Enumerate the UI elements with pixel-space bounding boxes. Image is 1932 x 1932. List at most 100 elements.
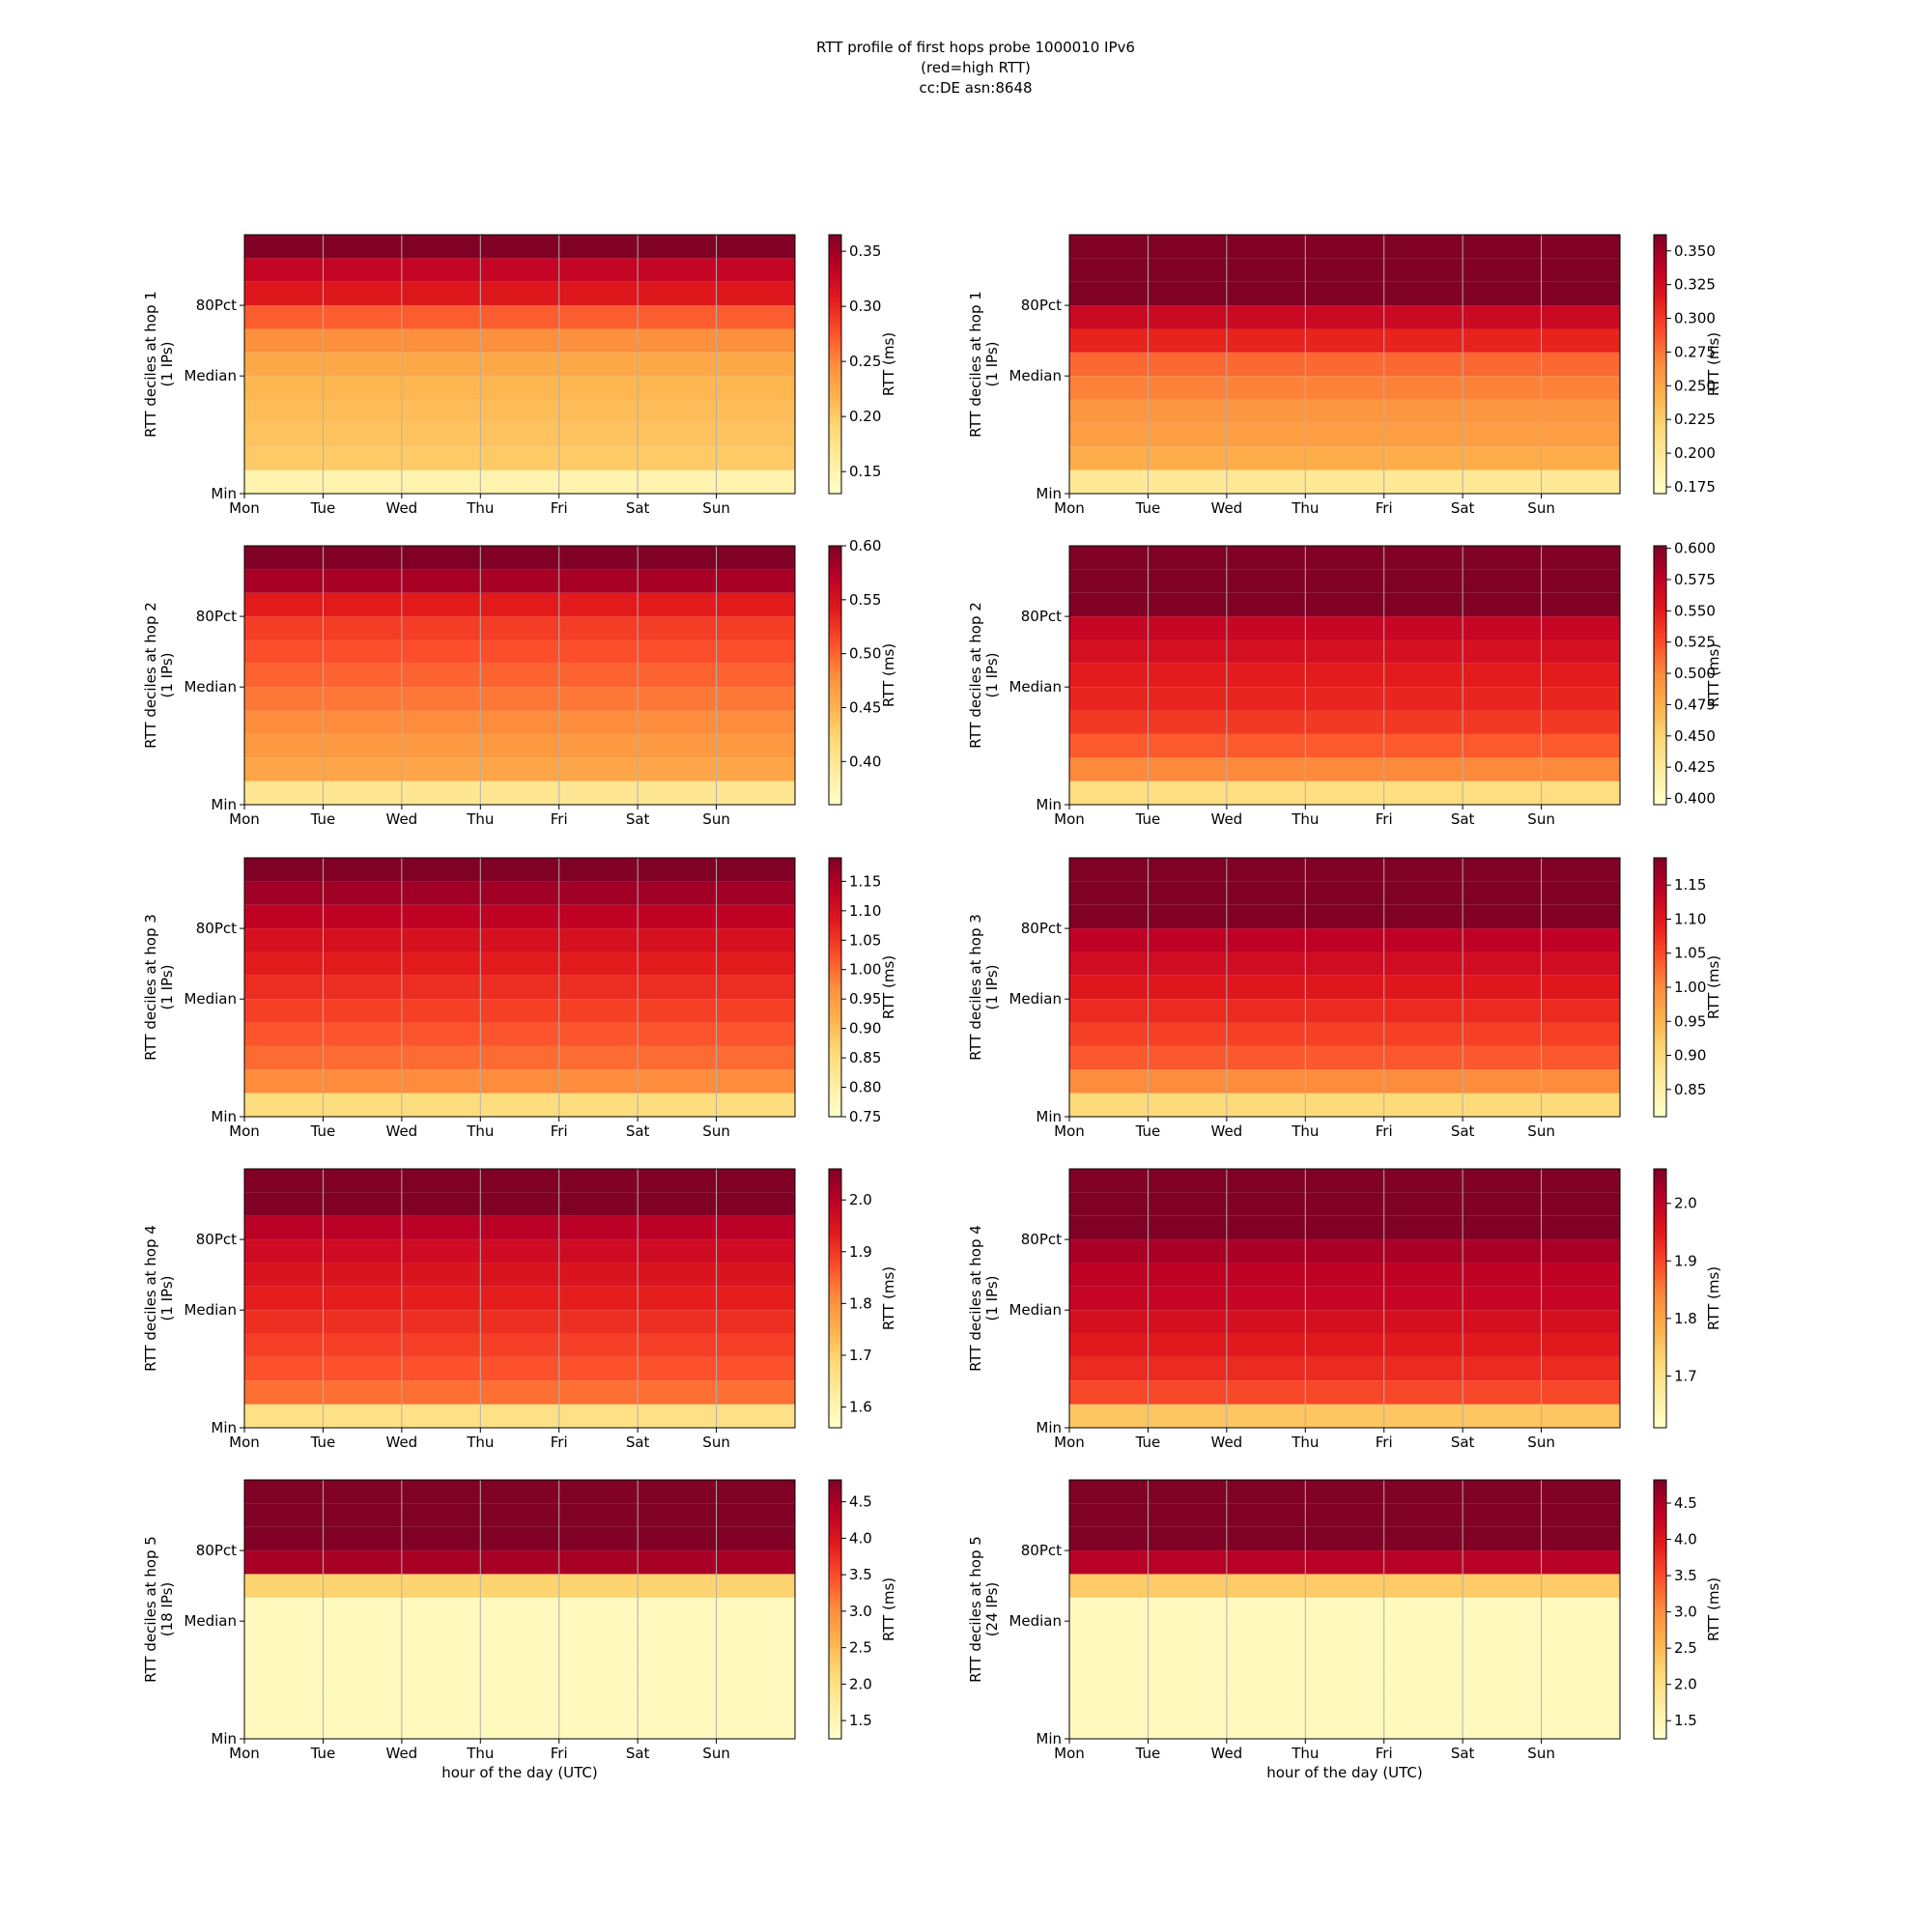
decile-cell bbox=[1069, 1069, 1620, 1094]
plot-frame bbox=[243, 1168, 796, 1429]
x-tick-label: Thu bbox=[466, 1745, 494, 1762]
x-tick-label: Wed bbox=[1211, 499, 1243, 517]
decile-cell bbox=[1069, 422, 1620, 447]
colorbar bbox=[1653, 545, 1667, 806]
colorbar-tick-label: 0.475 bbox=[1674, 696, 1716, 713]
x-tick-label: Thu bbox=[466, 1122, 494, 1140]
x-tick-label: Wed bbox=[386, 810, 418, 828]
y-tick-label: Min bbox=[1036, 1419, 1062, 1436]
colorbar-tick-label: 0.95 bbox=[849, 990, 881, 1008]
colorbar-label: RTT (ms) bbox=[1705, 643, 1722, 707]
x-tick-label: Sun bbox=[1527, 1434, 1555, 1451]
colorbar-tick-label: 0.300 bbox=[1674, 310, 1716, 327]
colorbar bbox=[1653, 1479, 1667, 1740]
colorbar-tick-label: 0.550 bbox=[1674, 602, 1716, 619]
colorbar-tick-label: 4.5 bbox=[1674, 1494, 1697, 1512]
decile-cell bbox=[1069, 1691, 1620, 1716]
x-axis-label: hour of the day (UTC) bbox=[441, 1764, 598, 1781]
decile-cell bbox=[244, 858, 795, 882]
y-tick-label: Min bbox=[1036, 485, 1062, 502]
colorbar-label: RTT (ms) bbox=[1705, 955, 1722, 1019]
y-tick-label: 80Pct bbox=[196, 920, 237, 937]
colorbar-label: RTT (ms) bbox=[1705, 1266, 1722, 1330]
decile-cell bbox=[244, 376, 795, 400]
decile-cell bbox=[244, 1263, 795, 1287]
decile-cell bbox=[1069, 1310, 1620, 1334]
decile-cell bbox=[1069, 1380, 1620, 1405]
colorbar bbox=[828, 857, 842, 1118]
colorbar-label: RTT (ms) bbox=[880, 643, 897, 707]
decile-cell bbox=[244, 1069, 795, 1094]
colorbar-tick-label: 0.575 bbox=[1674, 571, 1716, 588]
decile-cell bbox=[1069, 757, 1620, 781]
x-tick-label: Fri bbox=[1376, 499, 1393, 517]
colorbar-label: RTT (ms) bbox=[880, 332, 897, 396]
plot-frame bbox=[243, 545, 796, 806]
colorbar-tick-label: 1.10 bbox=[1674, 910, 1706, 927]
decile-cell bbox=[1069, 710, 1620, 734]
colorbar-tick-label: 0.45 bbox=[849, 699, 881, 717]
decile-cell bbox=[1069, 1621, 1620, 1645]
y-axis-label: (1 IPs) bbox=[983, 652, 1001, 697]
decile-cell bbox=[1069, 1286, 1620, 1311]
x-tick-label: Wed bbox=[386, 1122, 418, 1140]
colorbar-tick-label: 0.25 bbox=[849, 353, 881, 370]
decile-cell bbox=[1069, 258, 1620, 282]
y-axis-label: (1 IPs) bbox=[983, 1275, 1001, 1321]
title: RTT profile of first hops probe 1000010 … bbox=[816, 39, 1135, 56]
colorbar-tick-label: 2.0 bbox=[849, 1191, 872, 1208]
x-tick-label: Wed bbox=[1211, 1434, 1243, 1451]
colorbar-tick-label: 1.6 bbox=[849, 1399, 872, 1416]
decile-cell bbox=[1069, 1022, 1620, 1046]
x-tick-label: Sat bbox=[1451, 1122, 1475, 1140]
x-tick-label: Fri bbox=[1376, 1745, 1393, 1762]
decile-cell bbox=[1069, 352, 1620, 377]
x-tick-label: Tue bbox=[1135, 1745, 1161, 1762]
decile-cell bbox=[244, 1550, 795, 1575]
decile-cell bbox=[244, 1715, 795, 1739]
colorbar-tick-label: 0.400 bbox=[1674, 790, 1716, 808]
decile-cell bbox=[244, 1691, 795, 1716]
colorbar-tick-label: 3.5 bbox=[1674, 1567, 1697, 1584]
colorbar bbox=[828, 545, 842, 806]
plot-frame bbox=[243, 234, 796, 495]
y-tick-label: 80Pct bbox=[1021, 1231, 1062, 1248]
y-axis-label: RTT deciles at hop 5 bbox=[967, 1536, 984, 1683]
decile-cell bbox=[244, 881, 795, 905]
decile-cell bbox=[1069, 469, 1620, 494]
decile-cell bbox=[1069, 235, 1620, 259]
x-tick-label: Sun bbox=[702, 1122, 730, 1140]
x-tick-label: Fri bbox=[551, 810, 568, 828]
plot-frame bbox=[1068, 234, 1621, 495]
colorbar-tick-label: 0.600 bbox=[1674, 540, 1716, 557]
y-tick-label: Min bbox=[211, 1419, 237, 1436]
decile-cell bbox=[244, 1526, 795, 1551]
y-axis-label: RTT deciles at hop 3 bbox=[142, 914, 159, 1061]
x-tick-label: Mon bbox=[229, 810, 260, 828]
x-tick-label: Tue bbox=[310, 1122, 336, 1140]
y-tick-label: Median bbox=[1009, 367, 1062, 384]
y-axis-label: (1 IPs) bbox=[158, 1275, 176, 1321]
colorbar bbox=[828, 234, 842, 495]
colorbar-tick-label: 2.5 bbox=[1674, 1639, 1697, 1657]
decile-cell bbox=[1069, 305, 1620, 329]
y-tick-label: Median bbox=[184, 990, 237, 1008]
decile-cell bbox=[244, 663, 795, 688]
colorbar-tick-label: 1.8 bbox=[849, 1294, 872, 1312]
y-axis-label: RTT deciles at hop 2 bbox=[142, 602, 159, 749]
y-tick-label: Min bbox=[1036, 796, 1062, 813]
colorbar-tick-label: 1.15 bbox=[1674, 876, 1706, 894]
decile-cell bbox=[244, 1380, 795, 1405]
colorbar-tick-label: 1.8 bbox=[1674, 1310, 1697, 1327]
x-tick-label: Fri bbox=[1376, 1434, 1393, 1451]
x-tick-label: Sat bbox=[1451, 810, 1475, 828]
colorbar-tick-label: 0.55 bbox=[849, 591, 881, 609]
decile-cell bbox=[1069, 1045, 1620, 1070]
y-tick-label: 80Pct bbox=[196, 1231, 237, 1248]
decile-cell bbox=[244, 1093, 795, 1117]
decile-cell bbox=[244, 352, 795, 377]
decile-cell bbox=[244, 1574, 795, 1598]
colorbar-tick-label: 1.9 bbox=[1674, 1252, 1697, 1269]
x-tick-label: Sat bbox=[1451, 499, 1475, 517]
colorbar-tick-label: 1.05 bbox=[849, 931, 881, 949]
